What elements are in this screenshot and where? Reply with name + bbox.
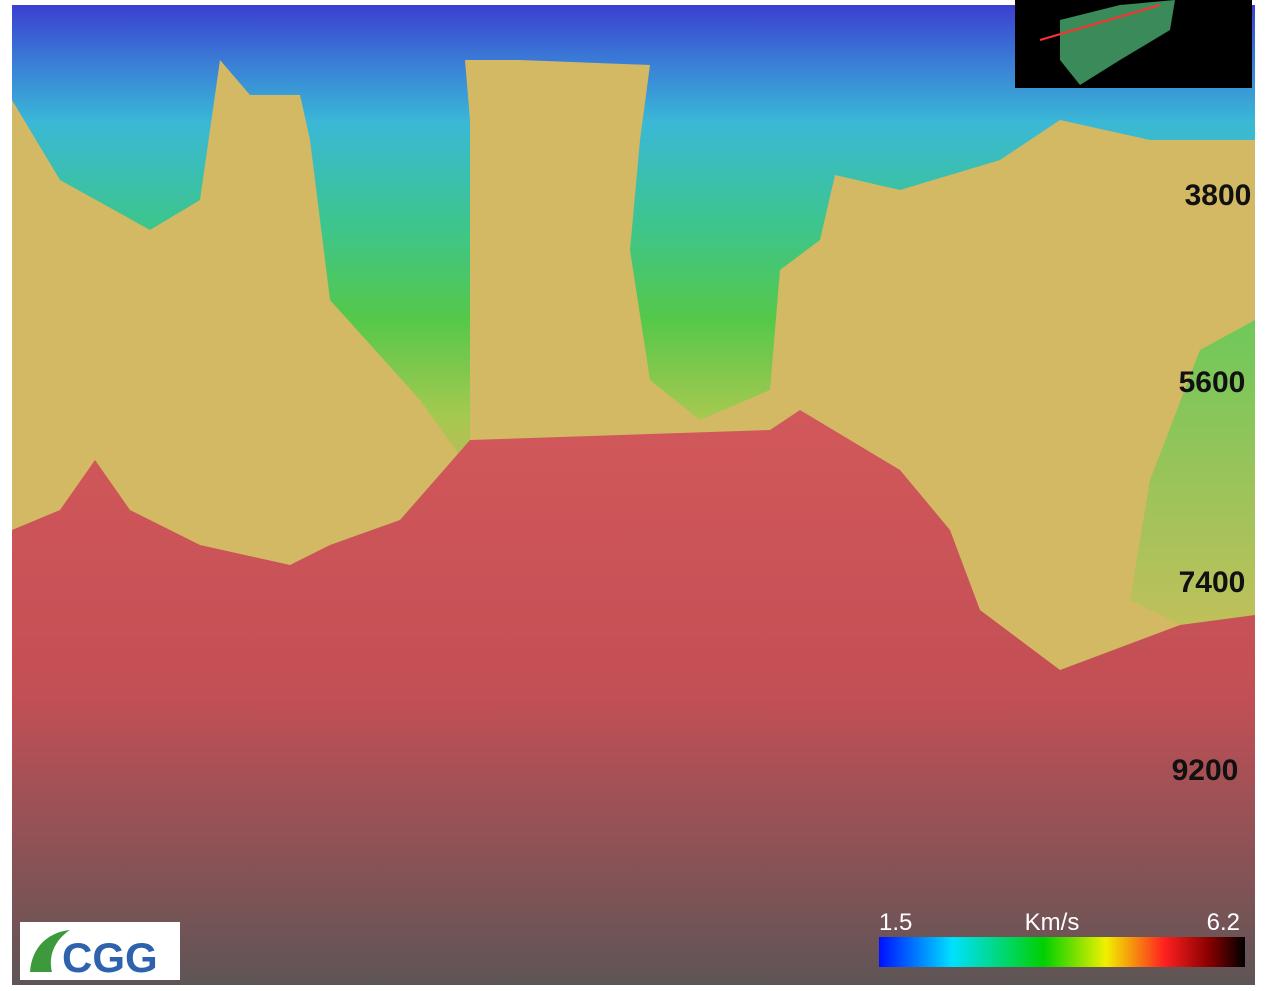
colorbar-max: 6.2 (1207, 909, 1240, 936)
colorbar-min: 1.5 (879, 909, 912, 936)
basement (12, 410, 1255, 985)
depth-label: 3800 (1185, 179, 1252, 212)
colorbar-unit: Km/s (1025, 909, 1080, 936)
logo-swoosh (30, 930, 70, 972)
depth-label: 7400 (1179, 566, 1246, 599)
depth-label: 5600 (1179, 366, 1246, 399)
logo-text: CGG (62, 934, 158, 981)
green-sediment (1130, 320, 1255, 625)
inset-map (1060, 0, 1175, 85)
colorbar (879, 937, 1245, 967)
depth-label: 9200 (1172, 754, 1239, 787)
inset-line (1039, 4, 1161, 41)
